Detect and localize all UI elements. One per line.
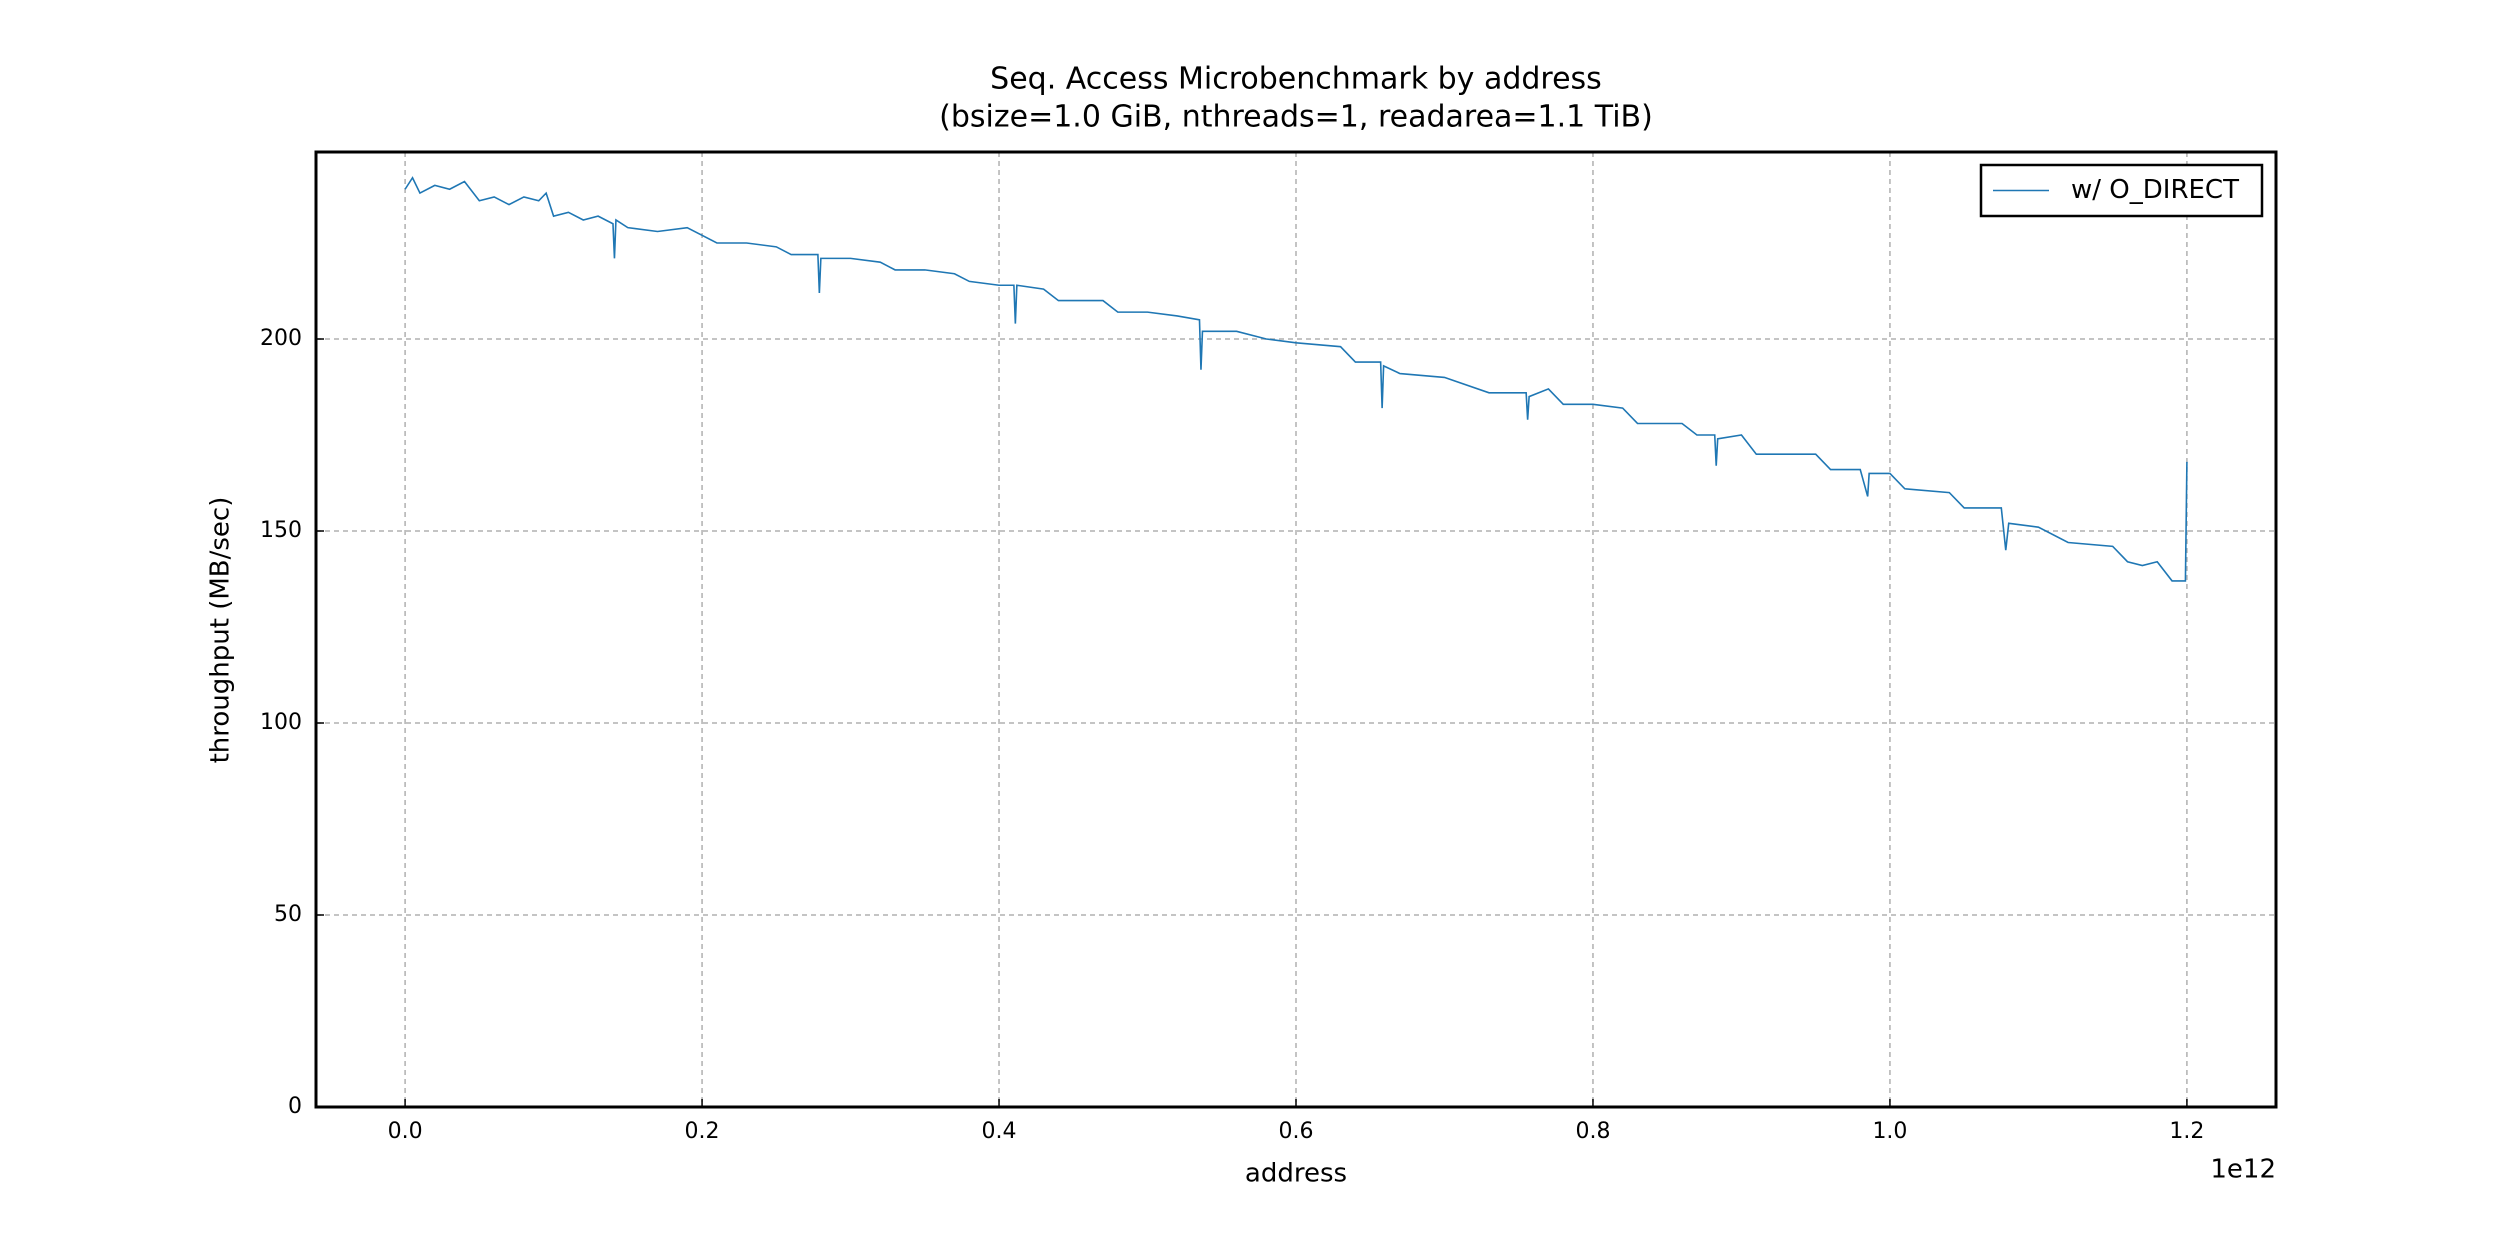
- y-tick-label: 150: [260, 518, 302, 543]
- x-tick-label: 1.0: [1872, 1119, 1907, 1144]
- plot-frame: [314, 150, 2278, 1109]
- x-axis-label: address: [1245, 1159, 1347, 1189]
- y-tick-label: 0: [288, 1094, 302, 1119]
- legend-label: w/ O_DIRECT: [2071, 175, 2239, 205]
- chart-title: Seq. Access Microbenchmark by address: [990, 62, 1602, 97]
- y-tick-label: 200: [260, 326, 302, 351]
- chart-subtitle: (bsize=1.0 GiB, nthreads=1, readarea=1.1…: [939, 100, 1653, 135]
- x-tick-label: 1.2: [2169, 1119, 2204, 1144]
- x-tick-label: 0.8: [1575, 1119, 1610, 1144]
- x-tick-label: 0.2: [685, 1119, 720, 1144]
- x-tick-label: 0.0: [388, 1119, 423, 1144]
- y-axis-label: throughput (MB/sec): [206, 497, 236, 764]
- legend-box: [1979, 163, 2264, 218]
- y-tick-label: 100: [260, 710, 302, 735]
- data-line: [404, 176, 2188, 582]
- x-offset-label: 1e12: [2210, 1155, 2276, 1185]
- x-tick-label: 0.6: [1279, 1119, 1314, 1144]
- x-tick-label: 0.4: [982, 1119, 1017, 1144]
- y-tick-label: 50: [274, 902, 302, 927]
